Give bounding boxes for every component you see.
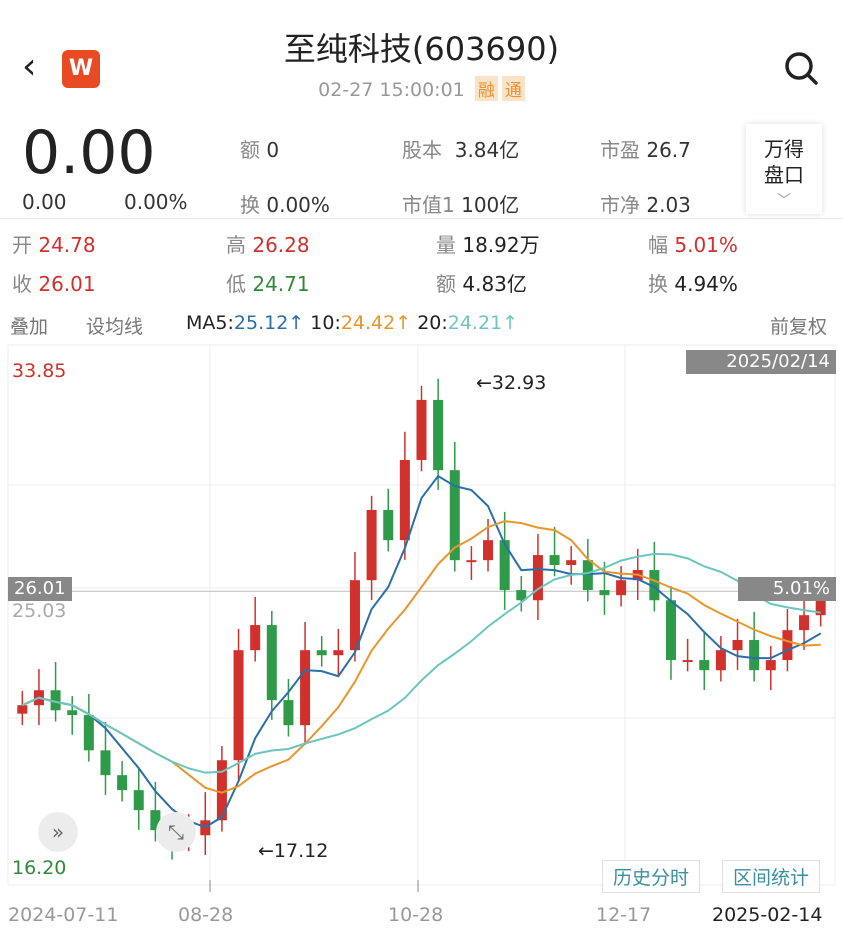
candle-body (782, 630, 793, 661)
change: 0.00 (22, 190, 67, 214)
ma5-line (21, 474, 822, 829)
stat-amount: 额 0 (240, 138, 280, 162)
stat-shares: 股本 3.84亿 (402, 138, 520, 162)
ohlc-item: 低 24.71 (226, 272, 310, 296)
range-stats-button[interactable]: 区间统计 (722, 860, 821, 893)
ma-legend: MA5:25.12↑ 10:24.42↑ 20:24.21↑ (186, 312, 519, 334)
search-icon[interactable] (783, 50, 819, 86)
ma20-line (21, 552, 821, 774)
ma10-line (21, 520, 821, 794)
candle-body (83, 715, 94, 751)
fast-forward-icon[interactable]: » (38, 812, 78, 852)
candle-body (466, 560, 477, 563)
x-label: 2024-07-11 (8, 904, 119, 926)
last-pct-badge: 5.01% (738, 577, 836, 601)
candle-body (566, 560, 577, 565)
adjust-button[interactable]: 前复权 (770, 316, 828, 338)
candle-body (449, 470, 460, 561)
ohlc-item: 量 18.92万 (436, 233, 540, 257)
candlestick-chart[interactable] (0, 340, 843, 900)
page-title: 至纯科技(603690) (283, 30, 560, 68)
ohlc-item: 换 4.94% (648, 272, 738, 296)
last-price: 0.00 (22, 118, 156, 188)
bottom-price-label: 16.20 (12, 857, 67, 879)
candle-body (699, 660, 710, 671)
candle-body (682, 660, 693, 663)
candle-body (50, 690, 61, 711)
candle-body (133, 790, 144, 811)
candle-body (100, 750, 111, 776)
ohlc-item: 幅 5.01% (648, 233, 738, 257)
candle-body (250, 625, 261, 651)
candle-body (582, 560, 593, 591)
candle-body (499, 540, 510, 591)
datetime: 02-27 15:00:01 (318, 79, 465, 101)
candle-body (266, 625, 277, 701)
candle-body (349, 580, 360, 651)
candle-body (283, 700, 294, 726)
ohlc-item: 额 4.83亿 (436, 272, 527, 296)
connect-tag: 通 (501, 76, 525, 101)
candle-body (67, 710, 78, 716)
candle-body (549, 555, 560, 565)
candle-body (599, 590, 610, 596)
x-label: 12-17 (596, 904, 652, 926)
candle-body (732, 640, 743, 651)
candle-body (516, 590, 527, 601)
candle-body (715, 650, 726, 671)
candle-body (433, 399, 444, 471)
candle-body (233, 650, 244, 761)
ohlc-item: 开 24.78 (12, 233, 96, 257)
candle-body (150, 810, 161, 831)
candle-body (17, 705, 28, 714)
x-label: 08-28 (178, 904, 234, 926)
stat-turnover: 换 0.00% (240, 193, 330, 217)
chart-frame (7, 344, 836, 886)
candle-body (316, 650, 327, 656)
candle-body (649, 570, 660, 601)
expand-icon[interactable]: ⤡ (156, 812, 196, 852)
stat-mktcap: 市值1 100亿 (402, 193, 520, 217)
x-label: 2025-02-14 (712, 904, 823, 926)
stat-pb: 市净 2.03 (600, 193, 691, 217)
date-badge: 2025/02/14 (686, 350, 836, 374)
back-button[interactable]: ‹ (22, 46, 37, 87)
x-label: 10-28 (388, 904, 444, 926)
candle-body (216, 760, 227, 821)
ref-price-label: 25.03 (12, 600, 67, 622)
candle-body (483, 540, 494, 561)
overlay-button[interactable]: 叠加 (10, 316, 49, 338)
low-annotation: ←17.12 (258, 840, 329, 862)
candle-body (300, 650, 311, 726)
margin-tag: 融 (474, 76, 498, 101)
high-annotation: ←32.93 (476, 372, 547, 394)
candle-body (399, 460, 410, 541)
quote-time: 02-27 15:00:01 融通 (0, 76, 843, 101)
last-close-badge: 26.01 (8, 577, 72, 601)
history-intraday-button[interactable]: 历史分时 (602, 860, 701, 893)
candle-body (416, 399, 427, 461)
candle-body (532, 555, 543, 601)
change-pct: 0.00% (124, 190, 188, 214)
ohlc-item: 高 26.28 (226, 233, 310, 257)
candle-body (665, 600, 676, 661)
set-ma-button[interactable]: 设均线 (86, 316, 144, 338)
candle-body (765, 660, 776, 671)
candle-body (366, 509, 377, 581)
candle-body (749, 640, 760, 671)
stat-pe: 市盈 26.7 (600, 138, 691, 162)
candle-body (815, 591, 826, 616)
candle-body (333, 650, 344, 656)
candle-body (799, 615, 810, 631)
wind-logo: W (62, 50, 100, 88)
top-price-label: 33.85 (12, 360, 67, 382)
ohlc-item: 收 26.01 (12, 272, 96, 296)
candle-body (616, 580, 627, 596)
divider (0, 218, 843, 219)
candle-body (117, 775, 128, 791)
wind-panel-button[interactable]: 万得 盘口 ﹀ (746, 124, 822, 214)
candle-body (383, 509, 394, 541)
